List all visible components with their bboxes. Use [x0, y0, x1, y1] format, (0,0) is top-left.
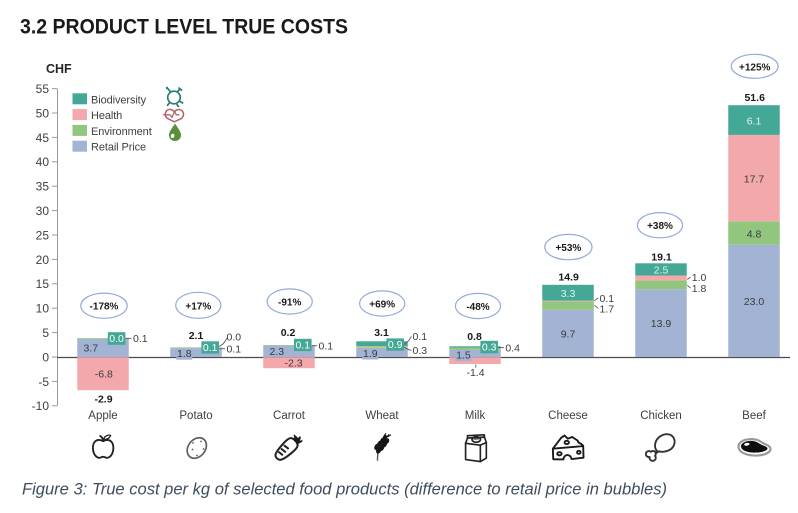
svg-text:+69%: +69%	[369, 300, 395, 311]
svg-text:25: 25	[36, 228, 50, 242]
svg-text:Health: Health	[91, 110, 122, 122]
svg-text:9.7: 9.7	[561, 328, 576, 340]
svg-text:0.8: 0.8	[467, 331, 482, 343]
svg-text:0.1: 0.1	[319, 341, 334, 353]
svg-text:-1.4: -1.4	[466, 367, 484, 379]
svg-text:23.0: 23.0	[744, 296, 765, 308]
svg-text:-178%: -178%	[90, 302, 119, 313]
svg-text:50: 50	[36, 106, 50, 120]
svg-text:3.3: 3.3	[561, 288, 576, 300]
svg-text:19.1: 19.1	[651, 251, 672, 263]
svg-text:0.1: 0.1	[133, 333, 148, 345]
svg-text:14.9: 14.9	[558, 272, 579, 284]
svg-text:2.1: 2.1	[189, 330, 204, 342]
svg-text:Environment: Environment	[91, 126, 152, 138]
svg-text:4.8: 4.8	[747, 229, 762, 241]
svg-text:17.7: 17.7	[744, 174, 765, 186]
svg-text:1.8: 1.8	[692, 283, 707, 295]
svg-text:0.2: 0.2	[281, 327, 296, 339]
svg-text:Wheat: Wheat	[365, 410, 399, 422]
svg-text:1.0: 1.0	[692, 272, 707, 284]
svg-text:-2.9: -2.9	[94, 394, 112, 406]
svg-text:0.1: 0.1	[295, 339, 310, 351]
svg-text:Figure 3: True cost per kg of: Figure 3: True cost per kg of selected f…	[22, 481, 667, 499]
svg-text:-10: -10	[32, 399, 50, 413]
svg-text:0.1: 0.1	[413, 331, 428, 343]
svg-text:0: 0	[42, 350, 49, 364]
svg-text:51.6: 51.6	[744, 92, 765, 104]
svg-text:15: 15	[36, 277, 50, 291]
svg-text:Retail Price: Retail Price	[91, 142, 146, 154]
svg-text:3.7: 3.7	[84, 343, 99, 355]
svg-text:+17%: +17%	[185, 301, 211, 312]
svg-text:6.1: 6.1	[747, 116, 762, 128]
svg-text:-48%: -48%	[466, 302, 489, 313]
svg-text:1.7: 1.7	[600, 304, 615, 316]
svg-text:30: 30	[36, 204, 50, 218]
svg-text:Carrot: Carrot	[273, 410, 306, 422]
svg-text:35: 35	[36, 180, 50, 194]
svg-text:0.1: 0.1	[227, 344, 242, 356]
svg-text:+53%: +53%	[555, 243, 581, 254]
svg-text:45: 45	[36, 131, 50, 145]
svg-text:0.3: 0.3	[482, 342, 497, 354]
svg-text:+38%: +38%	[647, 221, 673, 232]
svg-text:2.5: 2.5	[654, 265, 669, 277]
svg-text:3.1: 3.1	[374, 327, 389, 339]
svg-text:-2.3: -2.3	[284, 358, 302, 370]
svg-text:40: 40	[36, 155, 50, 169]
svg-text:-5: -5	[38, 375, 49, 389]
svg-text:2.3: 2.3	[270, 346, 285, 358]
svg-text:0.1: 0.1	[203, 342, 218, 354]
svg-text:Chicken: Chicken	[640, 410, 682, 422]
svg-text:13.9: 13.9	[651, 318, 672, 330]
svg-text:0.3: 0.3	[413, 345, 428, 357]
svg-text:55: 55	[36, 82, 50, 96]
svg-text:Cheese: Cheese	[548, 410, 588, 422]
svg-text:5: 5	[42, 326, 49, 340]
svg-text:20: 20	[36, 253, 50, 267]
svg-text:10: 10	[36, 302, 50, 316]
svg-text:0.1: 0.1	[600, 293, 615, 305]
svg-text:Potato: Potato	[179, 410, 212, 422]
svg-text:-6.8: -6.8	[95, 369, 113, 381]
svg-text:-91%: -91%	[278, 298, 301, 309]
svg-text:Apple: Apple	[88, 410, 117, 422]
svg-text:Biodiversity: Biodiversity	[91, 94, 147, 106]
svg-text:Milk: Milk	[465, 410, 486, 422]
svg-text:+125%: +125%	[739, 62, 771, 73]
svg-text:1.9: 1.9	[363, 348, 378, 360]
svg-text:0.0: 0.0	[227, 332, 242, 344]
svg-text:Beef: Beef	[742, 410, 766, 422]
svg-text:3.2 PRODUCT LEVEL TRUE COSTS: 3.2 PRODUCT LEVEL TRUE COSTS	[20, 16, 348, 39]
svg-text:0.4: 0.4	[505, 343, 520, 355]
svg-text:1.8: 1.8	[177, 348, 192, 360]
svg-text:1.5: 1.5	[456, 350, 471, 362]
svg-text:CHF: CHF	[46, 62, 72, 76]
svg-text:0.0: 0.0	[109, 333, 124, 345]
svg-text:0.9: 0.9	[388, 339, 403, 351]
